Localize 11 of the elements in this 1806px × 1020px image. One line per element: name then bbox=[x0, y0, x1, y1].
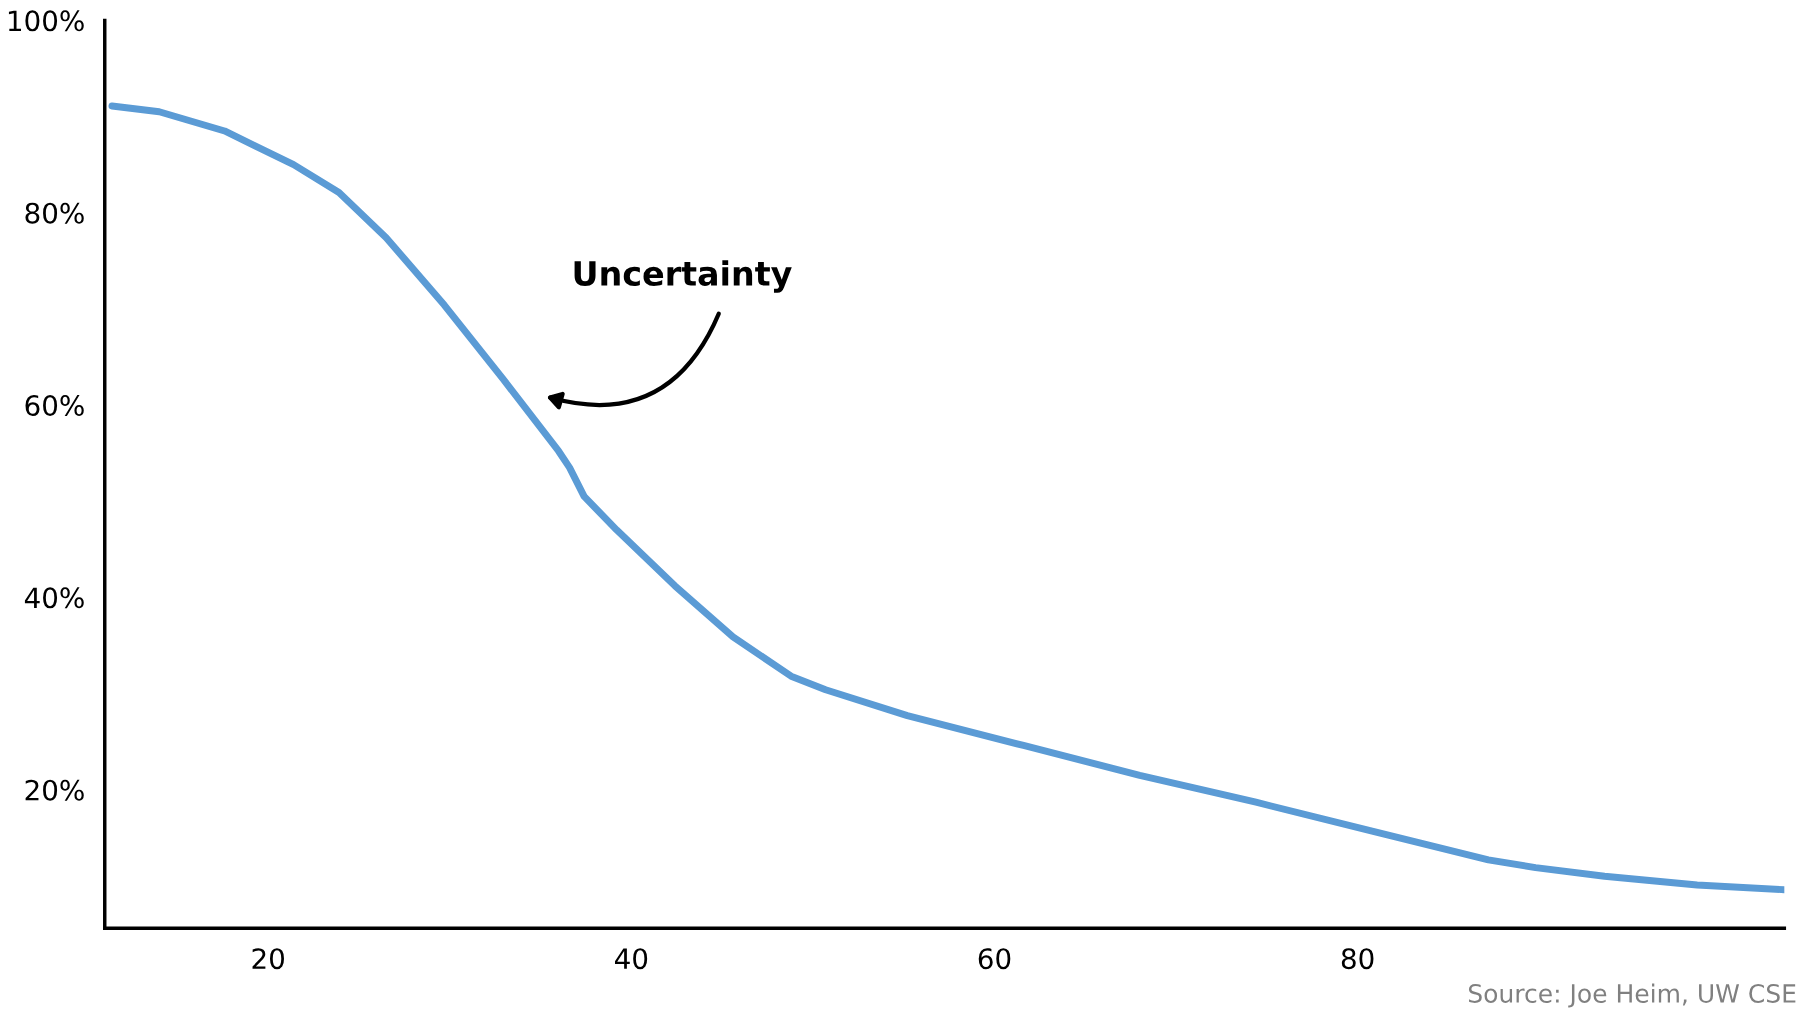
source-note: Source: Joe Heim, UW CSE bbox=[1468, 983, 1796, 1008]
y-tick-label: 20% bbox=[25, 779, 84, 801]
annotation: Uncertainty bbox=[574, 260, 792, 293]
x-tick-label: 20 bbox=[252, 948, 284, 970]
x-tick-label: 60 bbox=[978, 948, 1011, 970]
y-tick-label: 100% bbox=[8, 10, 84, 32]
x-tick-label: 80 bbox=[1341, 948, 1374, 970]
y-tick-label: 40% bbox=[24, 587, 84, 609]
x-tick-label: 40 bbox=[615, 948, 648, 970]
y-tick-label: 60% bbox=[25, 395, 84, 417]
y-tick-label: 80% bbox=[25, 202, 84, 224]
